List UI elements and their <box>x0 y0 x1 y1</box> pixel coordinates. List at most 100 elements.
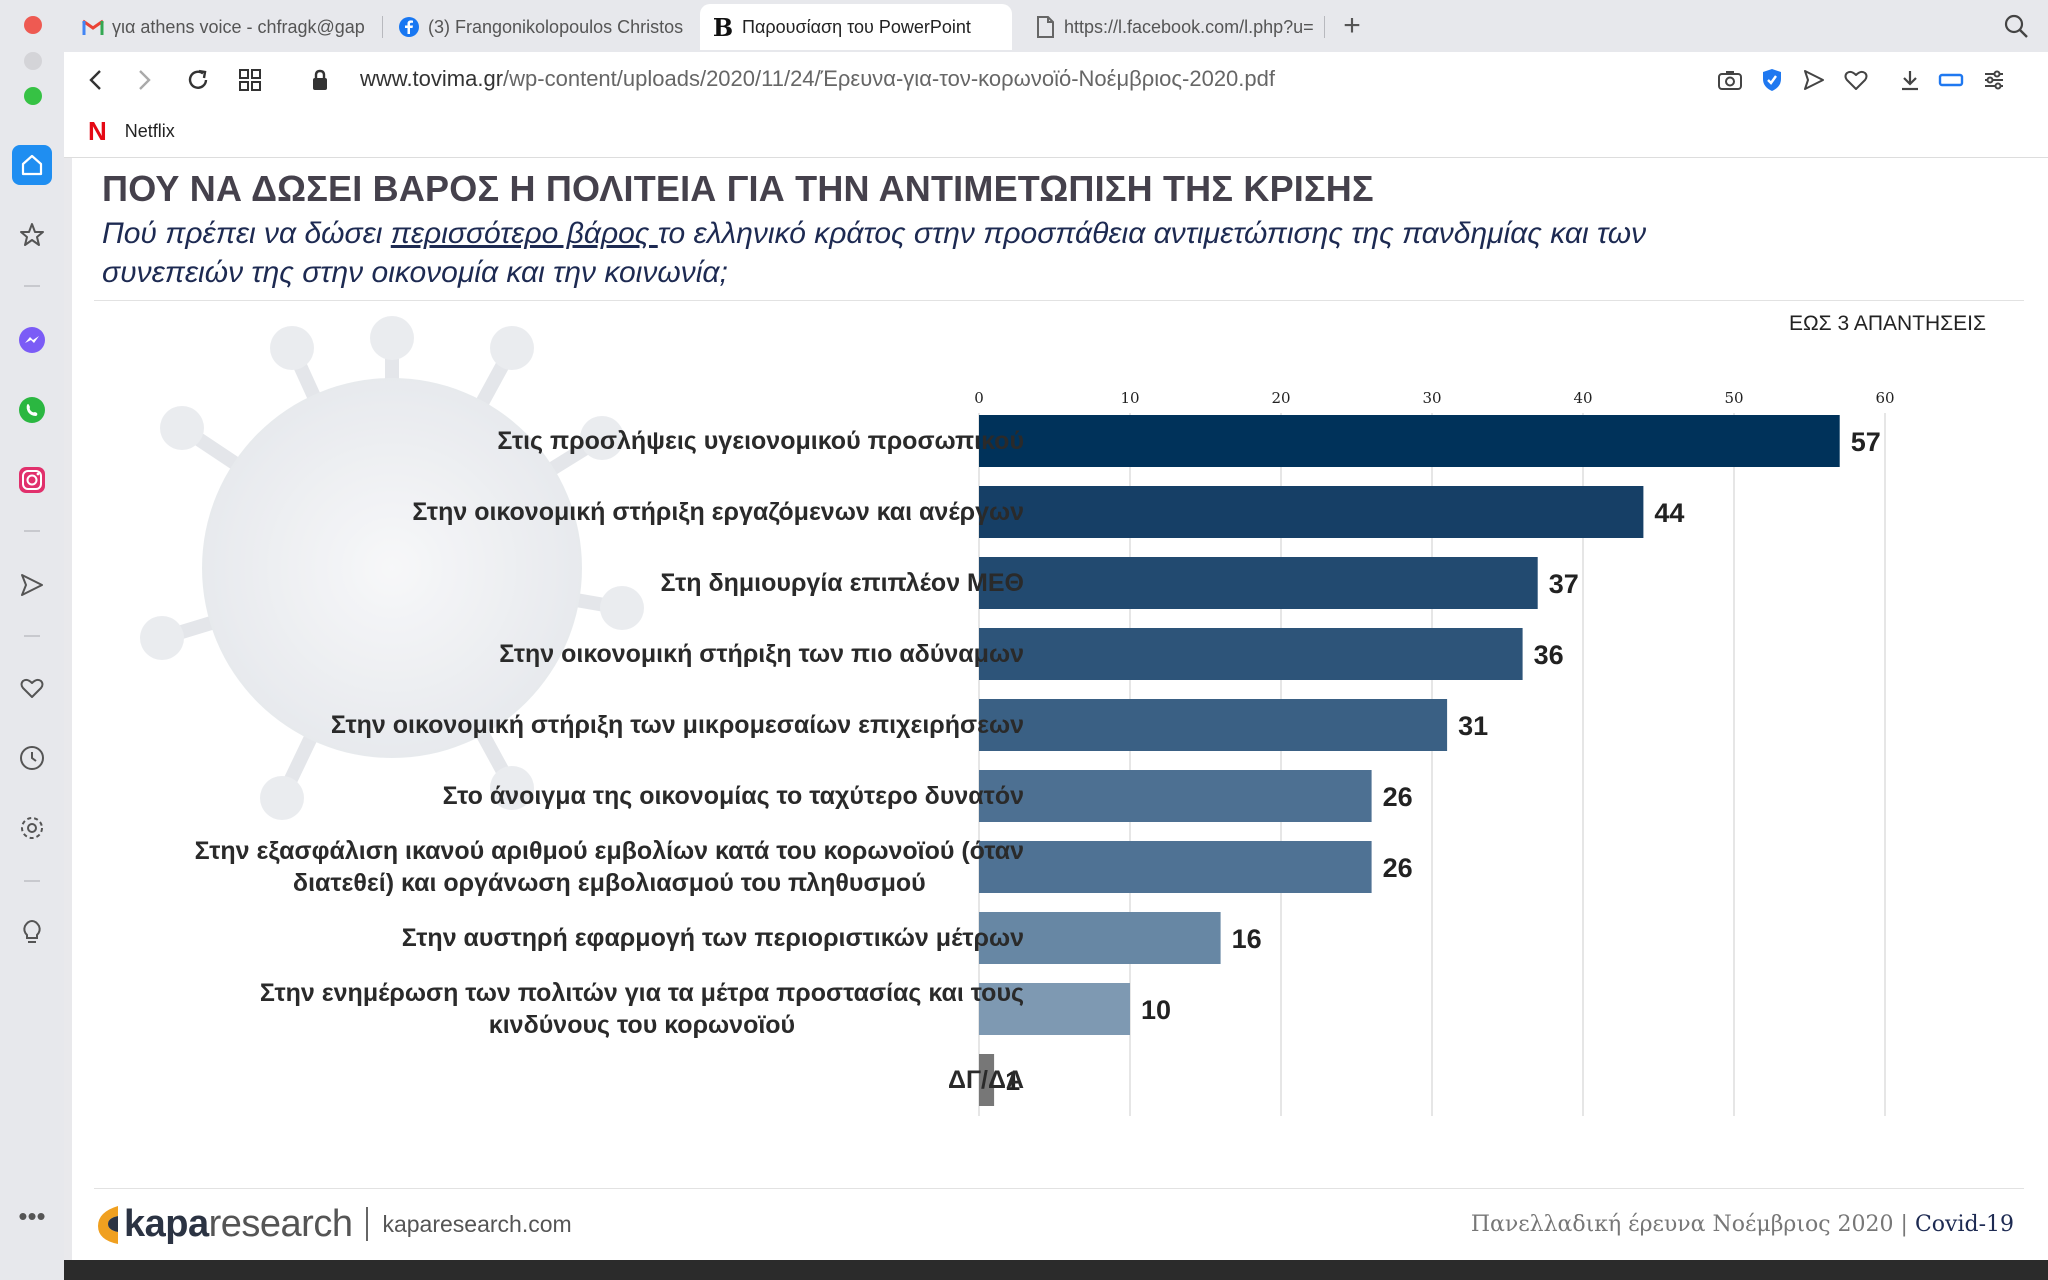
tab-facebook[interactable]: (3) Frangonikolopoulos Christos <box>386 4 700 50</box>
tab-label: (3) Frangonikolopoulos Christos <box>428 16 684 37</box>
bar-value-label: 31 <box>1458 711 1488 741</box>
footer-survey-label: Πανελλαδική έρευνα Νοέμβριος 2020 | Covi… <box>1471 1212 2014 1237</box>
category-label: Στη δημιουργία επιπλέον ΜΕΘ <box>661 567 1025 599</box>
bar <box>979 841 1372 893</box>
sidebar-separator <box>24 285 40 287</box>
slide-title: ΠΟΥ ΝΑ ΔΩΣΕΙ ΒΑΡΟΣ Η ΠΟΛΙΤΕΙΑ ΓΙΑ ΤΗΝ ΑΝ… <box>102 168 1374 209</box>
survey-question: Πού πρέπει να δώσει περισσότερο βάρος το… <box>102 214 1782 292</box>
bar-chart-plot: 0 10 20 30 40 50 60 57 44 37 36 31 26 26 16 10 1 <box>974 389 1895 1116</box>
more-options-icon[interactable]: ••• <box>18 1200 46 1231</box>
lock-icon[interactable] <box>304 64 336 96</box>
brand-site: kaparesearch.com <box>382 1210 572 1237</box>
category-label-line: Στην οικονομική στήριξη των μικρομεσαίων… <box>330 711 1024 739</box>
bar-value-label: 1 <box>1005 1066 1020 1096</box>
bar <box>979 699 1448 751</box>
heart-icon[interactable] <box>12 668 52 708</box>
tab-label: Παρουσίαση του PowerPoint <box>742 16 971 37</box>
bar-value-label: 36 <box>1534 640 1564 670</box>
x-tick-label: 50 <box>1724 389 1743 407</box>
bookmark-heart-icon[interactable] <box>1840 64 1872 96</box>
bar-value-label: 16 <box>1232 924 1262 954</box>
bar <box>979 912 1221 964</box>
category-label-line: Στην εξασφάλιση ικανού αριθμού εμβολίων … <box>194 837 1024 865</box>
coronavirus-watermark-icon <box>140 316 644 820</box>
back-arrow-icon[interactable] <box>80 64 112 96</box>
bar-value-label: 37 <box>1549 569 1579 599</box>
bar <box>979 983 1130 1035</box>
divider <box>366 1207 369 1241</box>
download-icon[interactable] <box>1894 64 1926 96</box>
send-icon[interactable] <box>12 565 52 605</box>
answers-note: ΕΩΣ 3 ΑΠΑΝΤΗΣΕΙΣ <box>1788 312 1986 335</box>
bookmark-netflix[interactable]: N Netflix <box>88 116 175 146</box>
category-label: Στην αυστηρή εφαρμογή των περιοριστικών … <box>402 922 1024 954</box>
easy-setup-sliders-icon[interactable] <box>1978 64 2010 96</box>
bar-value-label: 44 <box>1654 498 1684 528</box>
tab-label: https://l.facebook.com/l.php?u= <box>1064 16 1314 37</box>
address-bar: www.tovima.gr/wp-content/uploads/2020/11… <box>64 52 2048 108</box>
forward-arrow-icon[interactable] <box>128 64 160 96</box>
bar-chart: 0 10 20 30 40 50 60 57 44 37 36 31 26 26 16 10 1 Στις πρ… <box>72 158 2048 1158</box>
document-icon <box>1034 16 1056 38</box>
browser-sidebar: ••• <box>0 0 64 1280</box>
instagram-icon[interactable] <box>12 460 52 500</box>
star-icon[interactable] <box>12 215 52 255</box>
new-tab-plus-icon[interactable]: + <box>1343 9 1361 42</box>
url-field[interactable]: www.tovima.gr/wp-content/uploads/2020/11… <box>360 66 1275 92</box>
category-label-line: Στην ενημέρωση των πολιτών για τα μέτρα … <box>259 979 1024 1007</box>
category-label-line: Στην οικονομική στήριξη των πιο αδύναμων <box>499 640 1024 668</box>
search-tabs-icon[interactable] <box>2000 10 2032 42</box>
home-icon[interactable] <box>12 145 52 185</box>
bookmark-label: Netflix <box>124 120 175 141</box>
survey-label: Πανελλαδική έρευνα Νοέμβριος 2020 | <box>1470 1212 1908 1237</box>
whatsapp-icon[interactable] <box>12 390 52 430</box>
tab-gmail[interactable]: για athens voice - chfragk@gap <box>70 4 380 50</box>
category-label: Στην εξασφάλιση ικανού αριθμού εμβολίων … <box>195 835 1024 899</box>
shield-check-icon[interactable] <box>1756 64 1788 96</box>
category-label-line: κινδύνους του κορωνοϊού <box>488 1011 796 1039</box>
brand-bold: kapa <box>124 1202 209 1245</box>
bar <box>979 415 1840 467</box>
brand-light: research <box>208 1202 353 1245</box>
close-window-button[interactable] <box>24 16 42 34</box>
facebook-icon <box>398 16 420 38</box>
messenger-icon[interactable] <box>12 320 52 360</box>
category-label: ΔΓ/ΔΑ <box>948 1064 1024 1096</box>
bar-value-label: 26 <box>1383 782 1413 812</box>
x-tick-label: 10 <box>1120 389 1139 407</box>
bar <box>979 486 1644 538</box>
camera-snapshot-icon[interactable] <box>1714 64 1746 96</box>
pdf-slide: ΠΟΥ ΝΑ ΔΩΣΕΙ ΒΑΡΟΣ Η ΠΟΛΙΤΕΙΑ ΓΙΑ ΤΗΝ ΑΝ… <box>72 158 2048 1260</box>
lightbulb-icon[interactable] <box>12 912 52 952</box>
netflix-logo-icon: N <box>88 115 107 146</box>
settings-gear-icon[interactable] <box>12 808 52 848</box>
gmail-icon <box>82 16 104 38</box>
tab-powerpoint-active[interactable]: B Παρουσίαση του PowerPoint <box>700 4 1012 50</box>
sidebar-separator <box>24 530 40 532</box>
bar <box>979 628 1523 680</box>
zoom-window-button[interactable] <box>24 87 42 105</box>
send-page-icon[interactable] <box>1798 64 1830 96</box>
tab-facebook-link[interactable]: https://l.facebook.com/l.php?u= <box>1022 4 1322 50</box>
battery-saver-icon[interactable] <box>1936 64 1968 96</box>
category-label-line: ΔΓ/ΔΑ <box>948 1066 1024 1094</box>
category-label-line: διατεθεί) και οργάνωση εμβολιασμού του π… <box>292 869 926 897</box>
minimize-window-button[interactable] <box>24 52 42 70</box>
brand-name: kaparesearch <box>124 1202 353 1246</box>
category-label: Στο άνοιγμα της οικονομίας το ταχύτερο δ… <box>443 780 1024 812</box>
kapa-research-logo: kaparesearch kaparesearch.com <box>94 1202 572 1246</box>
bar-value-label: 57 <box>1851 427 1881 457</box>
window-bottom-edge <box>64 1260 2048 1280</box>
tiles-grid-icon[interactable] <box>234 64 266 96</box>
reload-icon[interactable] <box>182 64 214 96</box>
category-label: Στην ενημέρωση των πολιτών για τα μέτρα … <box>260 977 1024 1041</box>
category-label-line: Στο άνοιγμα της οικονομίας το ταχύτερο δ… <box>442 782 1024 810</box>
category-label: Στην οικονομική στήριξη εργαζόμενων και … <box>412 496 1024 528</box>
history-clock-icon[interactable] <box>12 738 52 778</box>
question-emphasis: περισσότερο βάρος <box>390 217 658 250</box>
covid-label: Covid-19 <box>1914 1212 2014 1237</box>
category-label-line: Στην αυστηρή εφαρμογή των περιοριστικών … <box>401 924 1024 952</box>
b-icon: B <box>712 12 734 42</box>
tab-label: για athens voice - chfragk@gap <box>112 16 365 37</box>
question-text: το ελληνικό κράτος στην προσπάθεια αντιμ… <box>102 217 1647 289</box>
